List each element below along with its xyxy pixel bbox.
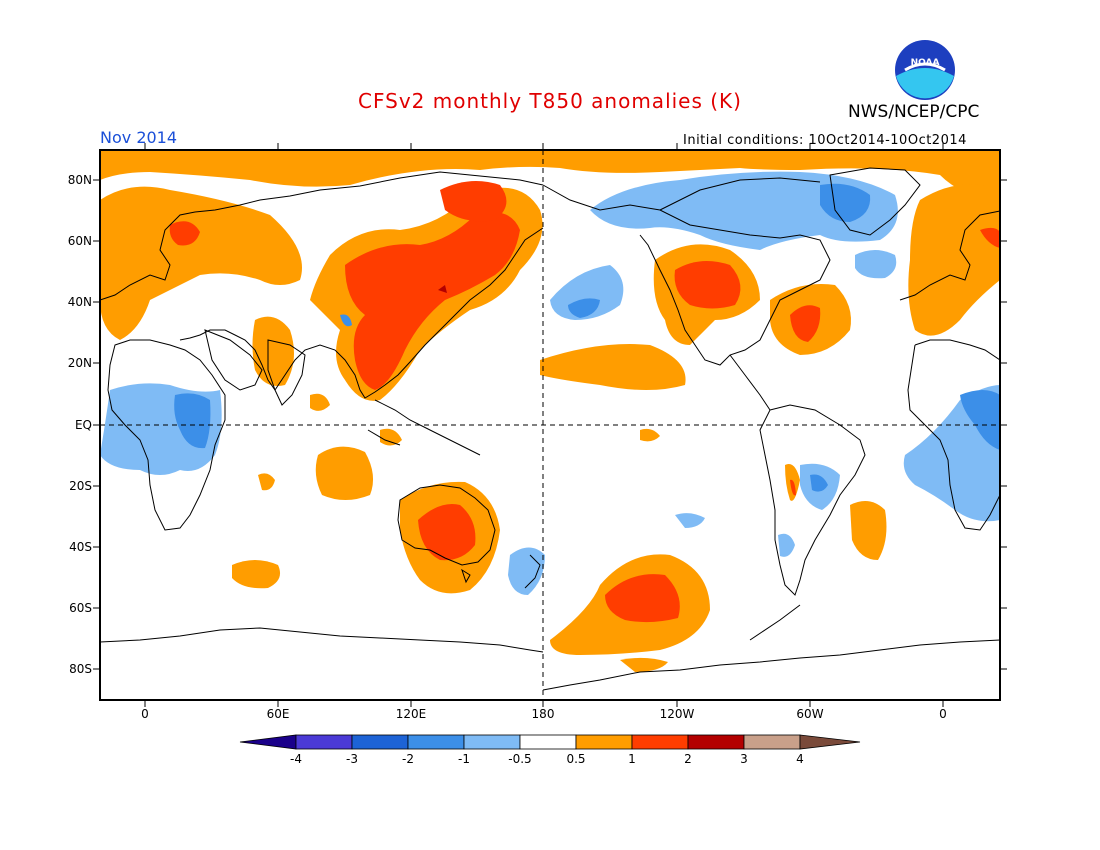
colorbar-arrow-high bbox=[799, 734, 861, 750]
colorbar-swatch bbox=[743, 734, 801, 750]
colorbar-arrow-low bbox=[239, 734, 297, 750]
lat-label-20s: 20S bbox=[69, 479, 92, 493]
colorbar-tick: 2 bbox=[684, 752, 692, 766]
colorbar-tick: -2 bbox=[402, 752, 414, 766]
longitude-axis: 0 60E 120E 180 120W 60W 0 bbox=[141, 143, 947, 721]
lon-label-180: 180 bbox=[532, 707, 555, 721]
lon-label-60e: 60E bbox=[267, 707, 290, 721]
lat-label-40n: 40N bbox=[68, 295, 92, 309]
organization-label: NWS/NCEP/CPC bbox=[848, 102, 980, 122]
colorbar-swatch bbox=[575, 734, 633, 750]
initial-conditions-label: Initial conditions: 10Oct2014-10Oct2014 bbox=[683, 133, 967, 148]
lon-label-0-east: 0 bbox=[939, 707, 947, 721]
lat-label-20n: 20N bbox=[68, 356, 92, 370]
lon-label-120w: 120W bbox=[660, 707, 695, 721]
lat-label-40s: 40S bbox=[69, 540, 92, 554]
colorbar-tick: -4 bbox=[290, 752, 302, 766]
lat-label-eq: EQ bbox=[75, 418, 92, 432]
coastlines bbox=[100, 167, 1000, 691]
noaa-logo: NOAA bbox=[895, 40, 955, 100]
latitude-axis: 80N 60N 40N 20N EQ 20S 40S 60S 80S bbox=[68, 173, 1007, 676]
colorbar-tick: 4 bbox=[796, 752, 804, 766]
colorbar-swatch bbox=[463, 734, 521, 750]
colorbar-swatch bbox=[351, 734, 409, 750]
colorbar-swatch bbox=[407, 734, 465, 750]
colorbar-tick: 0.5 bbox=[566, 752, 585, 766]
valid-month-label: Nov 2014 bbox=[100, 128, 178, 147]
colorbar-tick: -0.5 bbox=[508, 752, 531, 766]
lon-label-120e: 120E bbox=[396, 707, 427, 721]
lat-label-80n: 80N bbox=[68, 173, 92, 187]
colorbar: -4 -3 -2 -1 -0.5 0.5 1 2 3 4 bbox=[239, 734, 861, 766]
colorbar-tick: 3 bbox=[740, 752, 748, 766]
colorbar-swatch bbox=[687, 734, 745, 750]
lat-label-60n: 60N bbox=[68, 234, 92, 248]
lat-label-80s: 80S bbox=[69, 662, 92, 676]
colorbar-tick: -3 bbox=[346, 752, 358, 766]
colorbar-tick: -1 bbox=[458, 752, 470, 766]
lon-label-60w: 60W bbox=[796, 707, 823, 721]
colorbar-swatch bbox=[631, 734, 689, 750]
logo-text: NOAA bbox=[911, 58, 940, 68]
colorbar-swatch bbox=[295, 734, 353, 750]
lon-label-0: 0 bbox=[141, 707, 149, 721]
colorbar-tick: 1 bbox=[628, 752, 636, 766]
chart-title: CFSv2 monthly T850 anomalies (K) bbox=[358, 89, 742, 113]
colorbar-swatch bbox=[519, 734, 577, 750]
lat-label-60s: 60S bbox=[69, 601, 92, 615]
